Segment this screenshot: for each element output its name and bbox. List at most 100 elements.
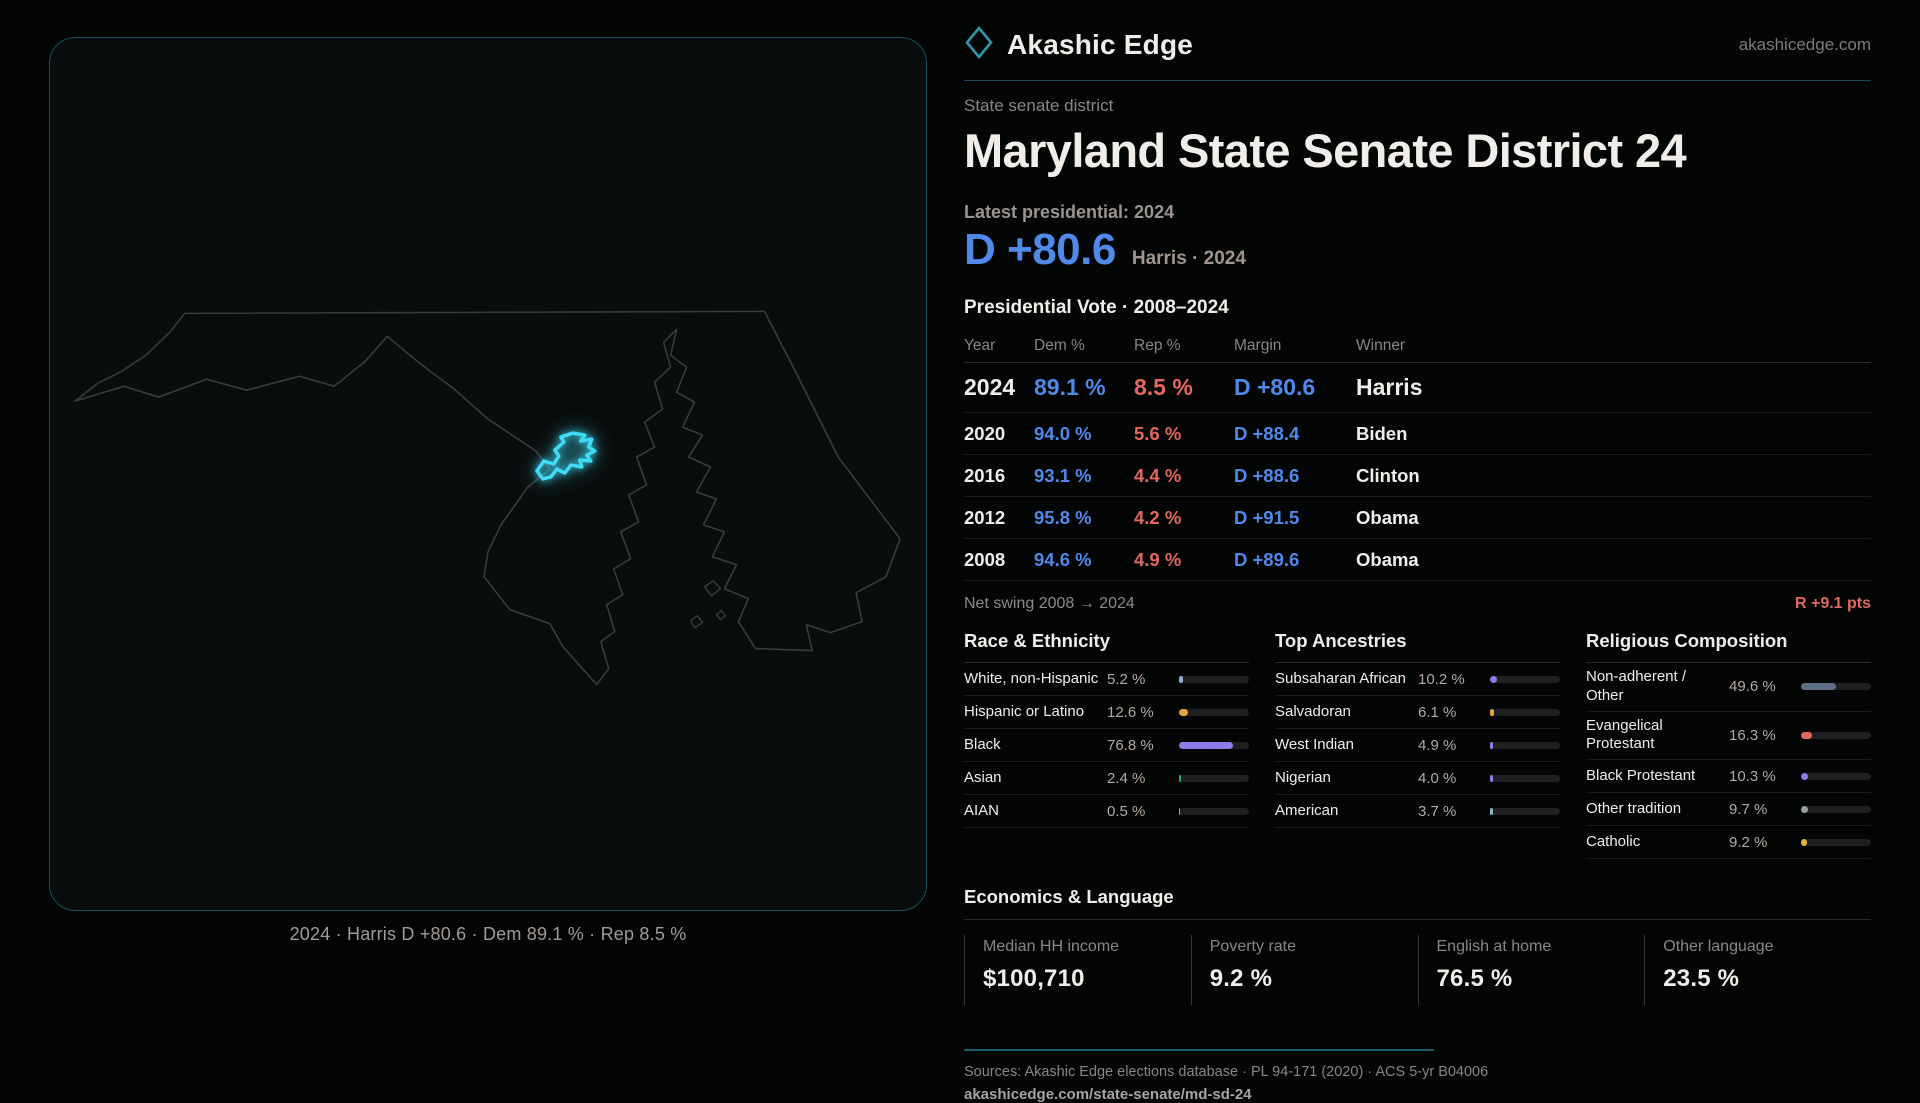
vote-margin: D +89.6: [1234, 549, 1356, 571]
demographic-value: 9.2 %: [1729, 834, 1801, 851]
demographic-bar-fill: [1801, 806, 1808, 813]
map-caption: 2024 · Harris D +80.6 · Dem 89.1 % · Rep…: [49, 924, 927, 945]
demographic-bar: [1490, 676, 1560, 683]
page-title: Maryland State Senate District 24: [964, 123, 1871, 178]
bay-island: [716, 611, 725, 620]
bay-island: [705, 581, 721, 596]
demographic-bar: [1490, 808, 1560, 815]
demographic-bar: [1179, 742, 1249, 749]
demographic-value: 2.4 %: [1107, 770, 1179, 787]
vote-rep-pct: 5.6 %: [1134, 423, 1234, 445]
vote-year: 2024: [964, 374, 1034, 401]
net-swing-row: Net swing 2008 → 2024 R +9.1 pts: [964, 581, 1871, 613]
demographic-value: 9.7 %: [1729, 801, 1801, 818]
demographic-bar-fill: [1490, 709, 1494, 716]
demographic-bar: [1801, 732, 1871, 739]
demographic-label: Black Protestant: [1586, 767, 1729, 786]
vote-winner: Biden: [1356, 423, 1871, 445]
demographic-label: West Indian: [1275, 736, 1418, 755]
demographic-bar-fill: [1179, 775, 1181, 782]
demographic-label: AIAN: [964, 802, 1107, 821]
demographic-value: 3.7 %: [1418, 803, 1490, 820]
vote-dem-pct: 93.1 %: [1034, 465, 1134, 487]
demographic-label: Evangelical Protestant: [1586, 717, 1729, 755]
vote-margin: D +91.5: [1234, 507, 1356, 529]
demographic-label: Black: [964, 736, 1107, 755]
district-shape: [537, 433, 595, 479]
demographic-bar-fill: [1490, 676, 1497, 683]
demographic-label: Non-adherent / Other: [1586, 668, 1729, 706]
headline-margin: D +80.6: [964, 225, 1116, 275]
demographic-bar: [1490, 775, 1560, 782]
demographic-label: American: [1275, 802, 1418, 821]
demographic-bar: [1801, 806, 1871, 813]
demographic-bar-fill: [1179, 676, 1183, 683]
demographic-value: 10.2 %: [1418, 671, 1490, 688]
vote-winner: Harris: [1356, 374, 1871, 401]
net-swing-value: R +9.1 pts: [1795, 595, 1871, 613]
demographic-bar: [1490, 709, 1560, 716]
stat-cell: Other language 23.5 %: [1644, 935, 1871, 1005]
latest-label: Latest presidential: 2024: [964, 202, 1871, 223]
demographic-bar-fill: [1490, 775, 1493, 782]
vote-winner: Obama: [1356, 507, 1871, 529]
demographic-bar-fill: [1490, 808, 1493, 815]
demographic-label: Hispanic or Latino: [964, 703, 1107, 722]
vote-margin: D +88.4: [1234, 423, 1356, 445]
economics-title: Economics & Language: [964, 886, 1871, 920]
site-domain-link[interactable]: akashicedge.com: [1739, 35, 1871, 55]
demographic-value: 5.2 %: [1107, 671, 1179, 688]
demographic-value: 4.9 %: [1418, 737, 1490, 754]
stat-label: Other language: [1663, 938, 1871, 956]
demographic-value: 76.8 %: [1107, 737, 1179, 754]
vote-rep-pct: 4.9 %: [1134, 549, 1234, 571]
vote-col-header: Year: [964, 337, 1034, 355]
vote-year: 2008: [964, 549, 1034, 571]
vote-col-header: Rep %: [1134, 337, 1234, 355]
demographic-bar: [1801, 773, 1871, 780]
demographic-bar: [1179, 808, 1249, 815]
demographic-value: 16.3 %: [1729, 727, 1801, 744]
demographics-column-title: Race & Ethnicity: [964, 630, 1249, 663]
demographic-bar: [1490, 742, 1560, 749]
demographics-column-title: Top Ancestries: [1275, 630, 1560, 663]
demographic-bar-fill: [1490, 742, 1493, 749]
stat-value: $100,710: [983, 965, 1191, 993]
demographic-value: 10.3 %: [1729, 768, 1801, 785]
demographic-label: Salvadoran: [1275, 703, 1418, 722]
demographic-label: White, non-Hispanic: [964, 670, 1107, 689]
stat-label: Median HH income: [983, 938, 1191, 956]
stat-cell: Median HH income $100,710: [964, 935, 1191, 1005]
vote-table-title: Presidential Vote · 2008–2024: [964, 297, 1871, 319]
brand[interactable]: Akashic Edge: [964, 26, 1193, 64]
demographic-value: 49.6 %: [1729, 678, 1801, 695]
vote-dem-pct: 94.6 %: [1034, 549, 1134, 571]
vote-col-header: Margin: [1234, 337, 1356, 355]
demographic-bar: [1179, 775, 1249, 782]
demographic-value: 6.1 %: [1418, 704, 1490, 721]
demographic-label: Subsaharan African: [1275, 670, 1418, 689]
sources-divider: [964, 1049, 1434, 1051]
permalink[interactable]: akashicedge.com/state-senate/md-sd-24: [964, 1086, 1871, 1103]
demographic-bar: [1801, 683, 1871, 690]
vote-margin: D +88.6: [1234, 465, 1356, 487]
stat-value: 23.5 %: [1663, 965, 1871, 993]
brand-name: Akashic Edge: [1007, 29, 1193, 61]
diamond-logo-icon: [964, 26, 994, 64]
